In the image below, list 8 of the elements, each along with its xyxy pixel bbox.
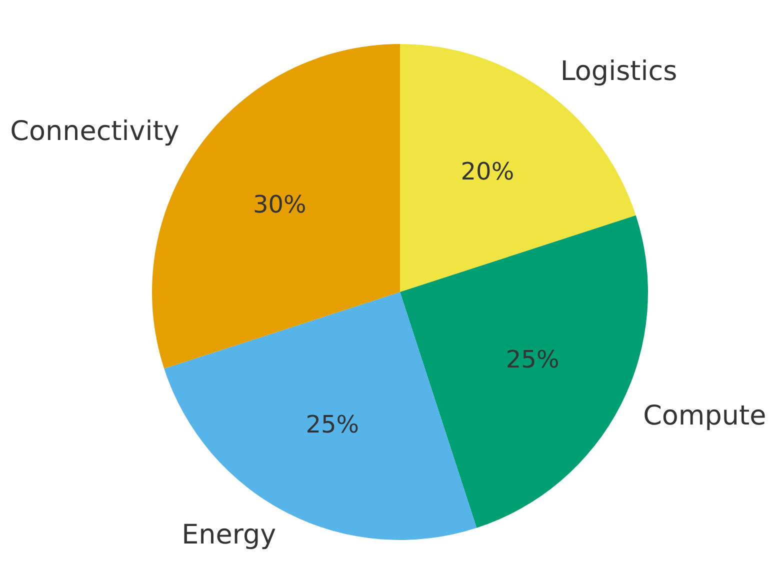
slice-label: Logistics (560, 56, 678, 87)
data-label: 20% (460, 158, 514, 186)
slice-label: Energy (182, 520, 276, 551)
data-label: 25% (506, 346, 560, 374)
slice-label: Connectivity (10, 116, 180, 148)
slice-label: Compute (643, 400, 766, 432)
data-label: 30% (252, 190, 306, 219)
data-label: 25% (306, 410, 360, 439)
